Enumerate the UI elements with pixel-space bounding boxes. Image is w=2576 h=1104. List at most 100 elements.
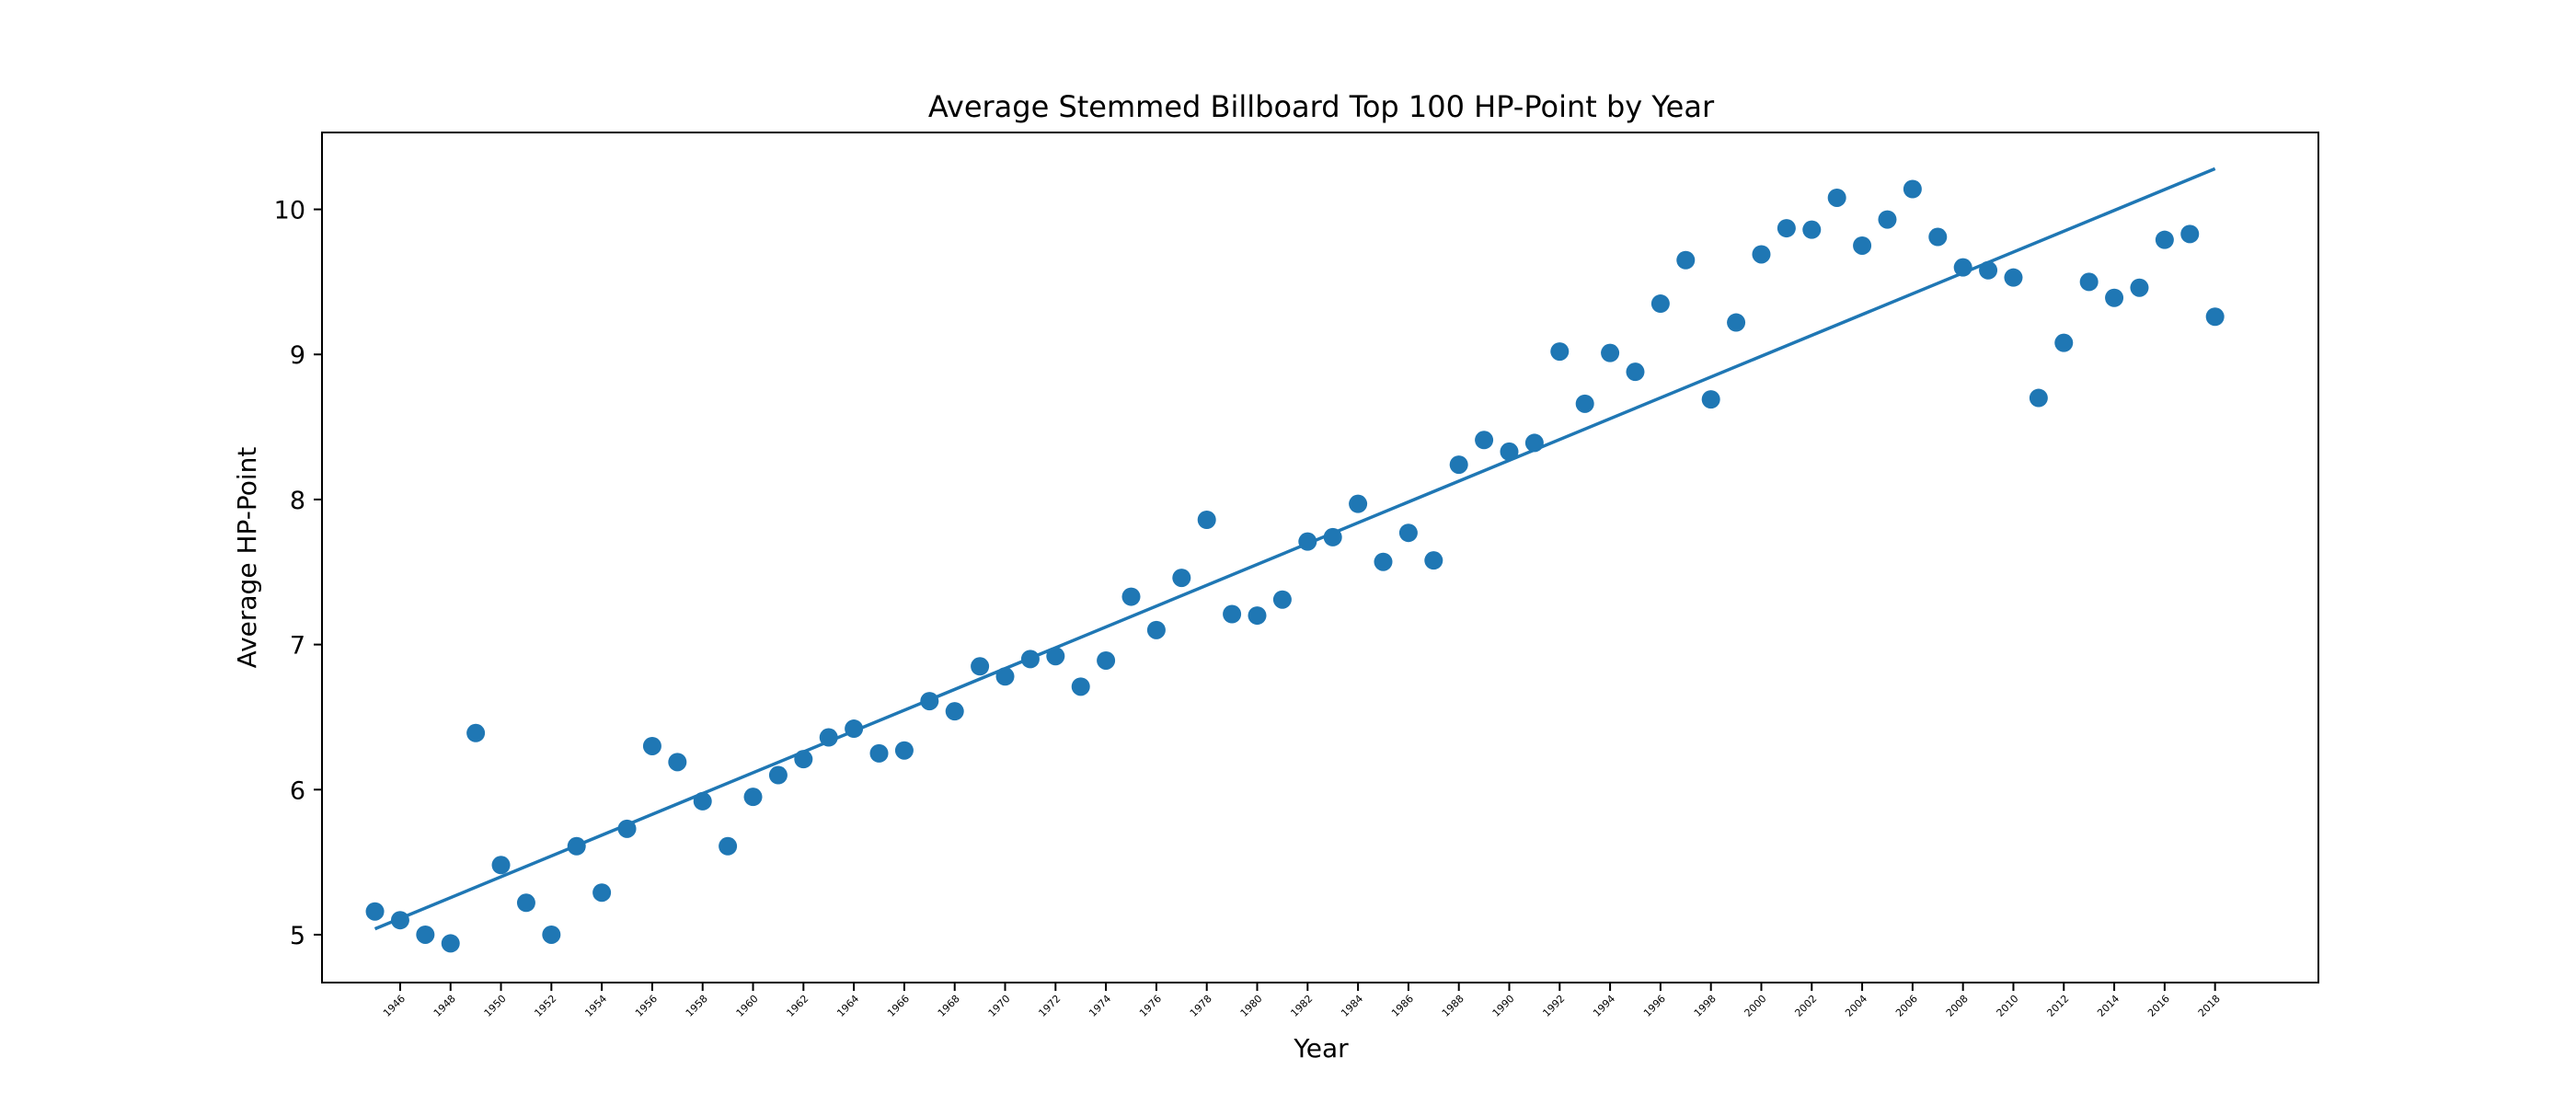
- x-tick-label: 1986: [1389, 993, 1416, 1019]
- data-point: [794, 750, 813, 769]
- data-point: [1601, 343, 1620, 362]
- data-point: [1323, 527, 1342, 546]
- x-tick-label: 1954: [582, 993, 609, 1019]
- data-point: [1802, 220, 1822, 239]
- x-tick-label: 1974: [1087, 993, 1113, 1019]
- data-point: [768, 765, 788, 785]
- x-tick-label: 1994: [1591, 993, 1617, 1019]
- data-point: [1248, 606, 1267, 626]
- x-tick-label: 1960: [734, 993, 761, 1019]
- data-point: [743, 788, 763, 807]
- x-tick-label: 2002: [1792, 993, 1819, 1019]
- data-point: [2029, 388, 2048, 408]
- data-point: [1575, 394, 1594, 413]
- x-tick-label: 1948: [431, 993, 458, 1019]
- data-point: [516, 893, 535, 913]
- data-point: [1701, 390, 1720, 409]
- data-point: [971, 657, 990, 676]
- x-tick-label: 2010: [1995, 993, 2021, 1019]
- data-point: [995, 667, 1015, 686]
- data-point: [2105, 288, 2124, 307]
- x-axis-label: Year: [1293, 1033, 1349, 1064]
- data-point: [1172, 569, 1191, 588]
- data-point: [668, 753, 687, 772]
- data-point: [920, 692, 939, 711]
- data-point: [491, 856, 511, 875]
- y-tick-label: 5: [290, 922, 305, 950]
- data-point: [416, 925, 435, 944]
- data-point: [2180, 224, 2200, 244]
- data-point: [1121, 587, 1141, 606]
- x-tick-label: 2018: [2196, 993, 2223, 1019]
- x-tick-label: 1984: [1339, 993, 1365, 1019]
- data-point: [2155, 230, 2174, 249]
- data-point: [2004, 268, 2023, 287]
- data-point: [1071, 677, 1090, 696]
- data-point: [845, 719, 864, 739]
- data-point: [1903, 179, 1922, 199]
- data-point: [1197, 511, 1216, 530]
- x-tick-label: 1980: [1238, 993, 1265, 1019]
- x-tick-label: 1988: [1440, 993, 1466, 1019]
- data-point: [567, 836, 586, 856]
- data-point: [1500, 442, 1519, 461]
- x-tick-label: 1998: [1692, 993, 1719, 1019]
- data-point: [1650, 294, 1670, 314]
- data-point: [1928, 227, 1948, 247]
- data-point: [1349, 494, 1368, 513]
- x-tick-label: 2004: [1843, 993, 1869, 1019]
- data-point: [1524, 433, 1544, 453]
- x-tick-label: 1976: [1137, 993, 1164, 1019]
- x-tick-label: 1978: [1188, 993, 1214, 1019]
- data-point: [1727, 313, 1746, 332]
- data-point: [1853, 236, 1872, 255]
- trend-line: [374, 167, 2216, 931]
- data-point: [1398, 523, 1418, 543]
- x-tick-label: 1966: [885, 993, 912, 1019]
- y-tick-label: 9: [290, 341, 305, 370]
- data-point: [1146, 620, 1166, 639]
- data-point: [1424, 551, 1443, 570]
- x-tick-label: 1990: [1490, 993, 1517, 1019]
- x-tick-label: 1950: [482, 993, 509, 1019]
- x-tick-label: 2012: [2044, 993, 2071, 1019]
- data-point: [693, 791, 712, 811]
- data-point: [2079, 272, 2099, 292]
- x-axis: 1946 1948 1950 1952 1954 1956 1958 1960 1962 1964…: [381, 983, 2223, 1019]
- x-tick-label: 2016: [2145, 993, 2172, 1019]
- data-point: [1626, 362, 1645, 382]
- data-point: [819, 728, 838, 747]
- data-point: [2130, 278, 2149, 297]
- x-tick-label: 1956: [633, 993, 660, 1019]
- data-point: [894, 741, 914, 760]
- x-tick-label: 1962: [784, 993, 811, 1019]
- data-point: [2205, 307, 2225, 327]
- data-points: [365, 179, 2225, 953]
- y-tick-label: 10: [274, 197, 305, 225]
- data-point: [390, 911, 409, 930]
- data-point: [642, 736, 661, 755]
- y-tick-label: 7: [290, 632, 305, 661]
- x-tick-label: 2008: [1944, 993, 1971, 1019]
- y-axis-label: Average HP-Point: [232, 447, 262, 669]
- x-tick-label: 2006: [1893, 993, 1920, 1019]
- data-point: [1676, 250, 1696, 270]
- data-point: [2054, 333, 2074, 352]
- data-point: [1449, 455, 1468, 475]
- data-point: [441, 934, 460, 953]
- data-point: [365, 902, 385, 921]
- data-point: [466, 723, 486, 742]
- data-point: [1953, 258, 1972, 277]
- data-point: [1223, 604, 1242, 624]
- x-tick-label: 1982: [1288, 993, 1315, 1019]
- y-tick-label: 6: [290, 776, 305, 805]
- y-tick-label: 8: [290, 487, 305, 515]
- trend-line-group: [374, 167, 2216, 931]
- x-tick-label: 1946: [381, 993, 408, 1019]
- data-point: [1374, 552, 1393, 571]
- data-point: [1097, 650, 1116, 670]
- x-tick-label: 1968: [936, 993, 962, 1019]
- x-tick-label: 1964: [834, 993, 861, 1019]
- x-tick-label: 1970: [986, 993, 1013, 1019]
